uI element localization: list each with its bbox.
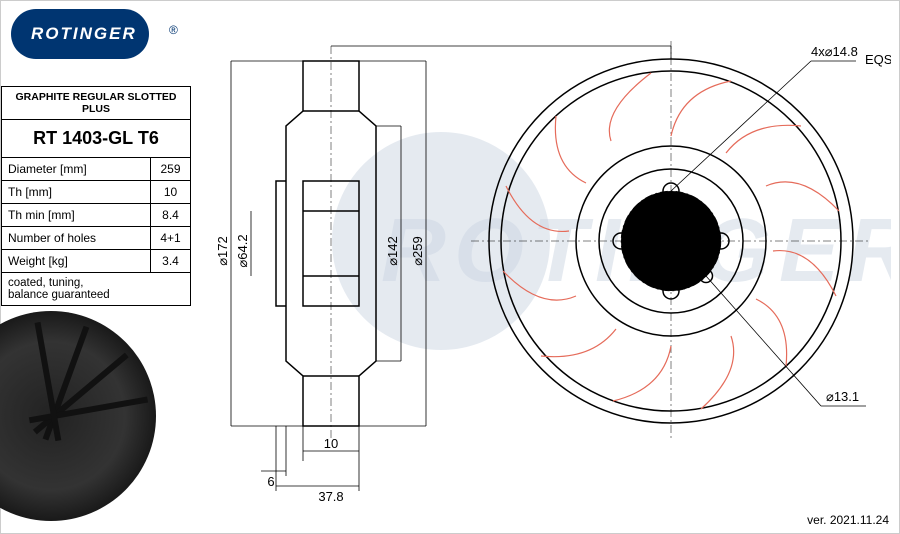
side-dimensions: ⌀172 ⌀64.2 ⌀142 ⌀259: [215, 61, 426, 426]
spec-table: GRAPHITE REGULAR SLOTTED PLUS RT 1403-GL…: [1, 86, 191, 306]
svg-text:4x⌀14.8: 4x⌀14.8: [811, 44, 858, 59]
svg-text:⌀142: ⌀142: [385, 236, 400, 266]
spec-note: coated, tuning, balance guaranteed: [2, 273, 191, 306]
version-label: ver. 2021.11.24: [807, 513, 889, 527]
table-row: Th [mm]10: [2, 181, 191, 204]
svg-text:6: 6: [267, 474, 274, 489]
svg-text:⌀13.1: ⌀13.1: [826, 389, 859, 404]
svg-text:EQS: EQS: [865, 52, 891, 67]
svg-text:37.8: 37.8: [318, 489, 343, 504]
table-row: Diameter [mm]259: [2, 158, 191, 181]
svg-text:⌀100: ⌀100: [646, 234, 676, 249]
technical-drawing: ROTINGER ⌀172 ⌀64.2 ⌀142 ⌀259: [201, 11, 891, 511]
table-row: Weight [kg]3.4: [2, 250, 191, 273]
logo-badge: ROTINGER: [11, 9, 149, 59]
spec-title: GRAPHITE REGULAR SLOTTED PLUS: [2, 87, 191, 120]
table-row: Th min [mm]8.4: [2, 204, 191, 227]
brake-disc-photo: [0, 311, 156, 521]
bottom-dimensions: 10 6 37.8: [261, 426, 359, 504]
logo-area: ROTINGER ®: [11, 9, 181, 69]
registered-mark: ®: [169, 23, 178, 37]
part-number: RT 1403-GL T6: [2, 120, 191, 158]
svg-text:⌀259: ⌀259: [410, 236, 425, 266]
svg-text:10: 10: [324, 436, 338, 451]
table-row: Number of holes4+1: [2, 227, 191, 250]
svg-text:⌀64.2: ⌀64.2: [235, 234, 250, 267]
svg-text:⌀172: ⌀172: [215, 236, 230, 266]
